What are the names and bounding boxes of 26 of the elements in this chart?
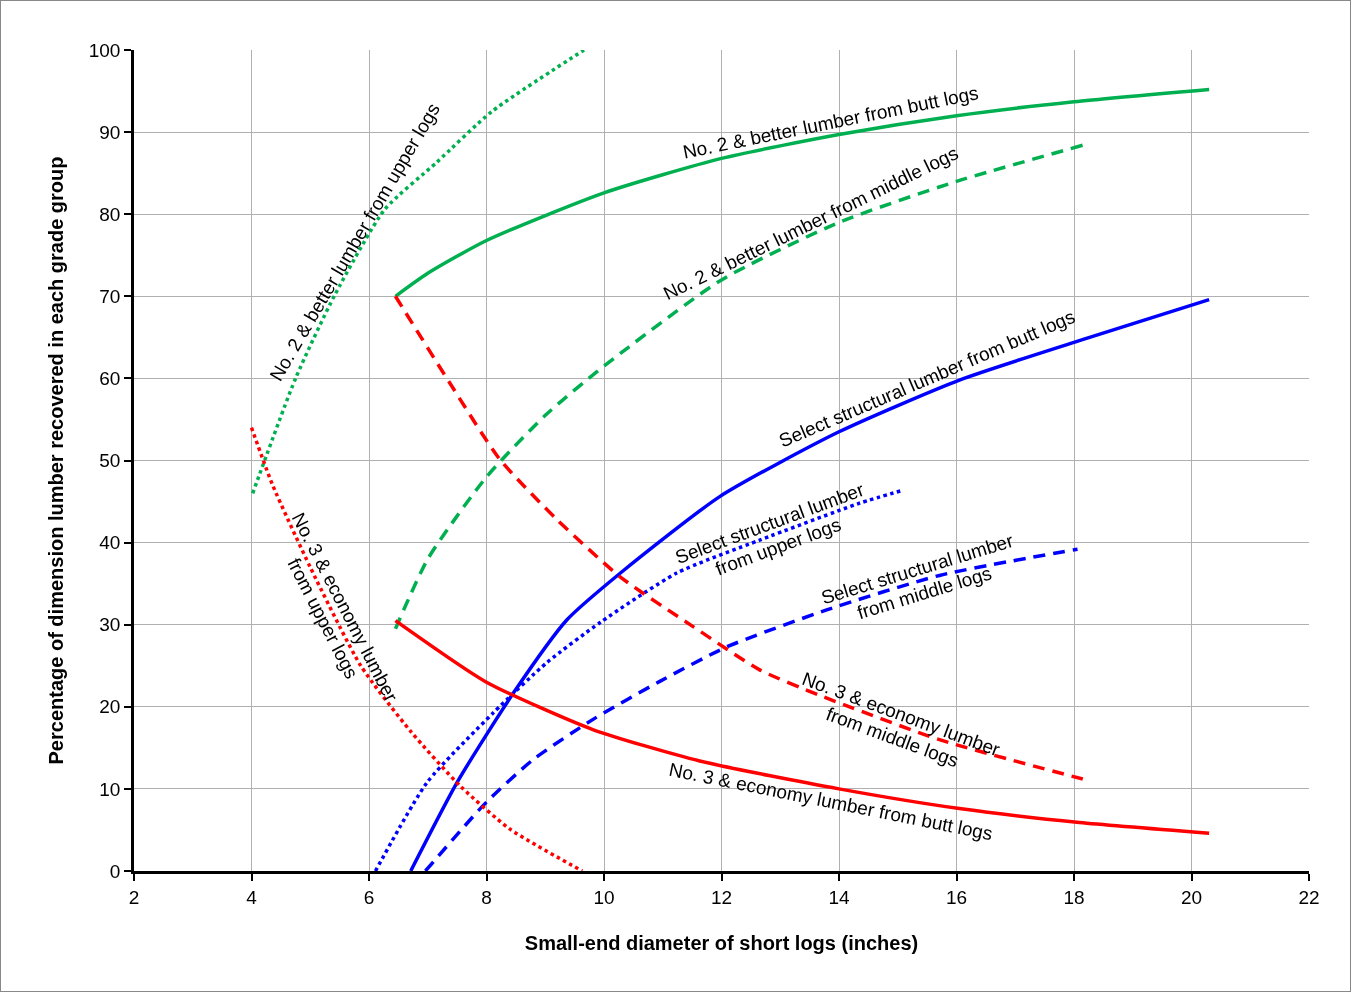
- y-tick-label: 60: [99, 368, 121, 390]
- x-tick-label: 12: [710, 886, 733, 908]
- y-tick-label: 80: [99, 203, 121, 225]
- y-tick-label: 0: [109, 860, 121, 882]
- x-tick-label: 18: [1063, 886, 1085, 908]
- y-tick-label: 20: [99, 696, 121, 718]
- y-tick-label: 40: [99, 532, 121, 554]
- y-axis-title: Percentage of dimension lumber recovered in each grade group: [45, 156, 68, 765]
- line-series: [249, 425, 585, 871]
- x-axis-title: Small-end diameter of short logs (inches): [524, 932, 919, 955]
- y-tick-label: 30: [99, 614, 121, 636]
- line-series: [250, 50, 586, 496]
- y-tick-label: 70: [99, 285, 121, 307]
- x-tick-label: 14: [828, 886, 850, 908]
- x-tick-label: 8: [481, 886, 492, 908]
- y-tick-label: 10: [99, 778, 121, 800]
- x-tick-label: 2: [128, 886, 140, 908]
- x-tick-label: 16: [945, 886, 968, 908]
- x-tick-label: 10: [593, 886, 615, 908]
- y-tick-label: 100: [88, 39, 121, 61]
- x-tick-label: 4: [246, 886, 258, 908]
- x-tick-label: 22: [1298, 886, 1320, 908]
- y-tick-label: 50: [99, 450, 121, 472]
- x-tick-label: 6: [363, 886, 375, 908]
- x-tick-label: 20: [1180, 886, 1203, 908]
- y-tick-label: 90: [99, 121, 121, 143]
